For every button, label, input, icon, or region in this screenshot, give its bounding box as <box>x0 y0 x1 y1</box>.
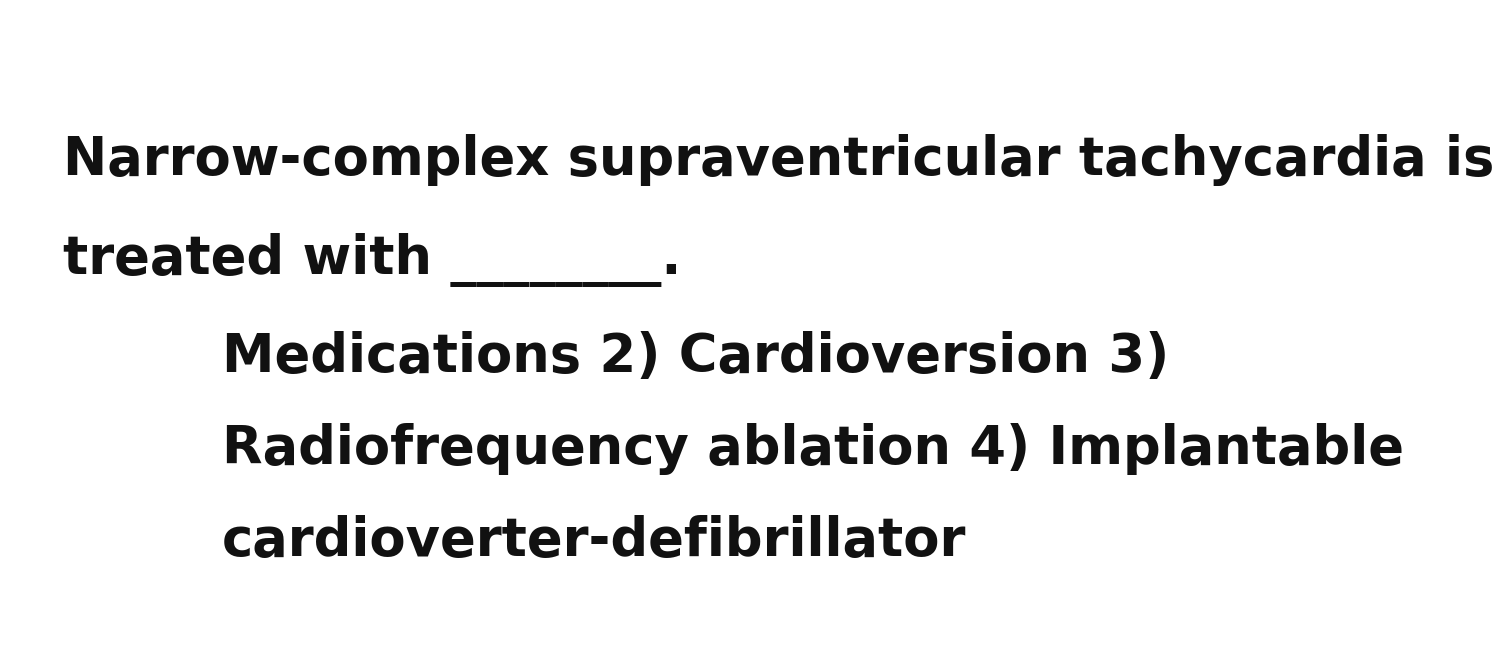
Text: Radiofrequency ablation 4) Implantable: Radiofrequency ablation 4) Implantable <box>222 423 1404 475</box>
Text: treated with ________.: treated with ________. <box>63 233 681 287</box>
Text: Narrow-complex supraventricular tachycardia is best: Narrow-complex supraventricular tachycar… <box>63 134 1500 186</box>
Text: Medications 2) Cardioversion 3): Medications 2) Cardioversion 3) <box>222 331 1170 383</box>
Text: cardioverter-defibrillator: cardioverter-defibrillator <box>222 515 966 567</box>
